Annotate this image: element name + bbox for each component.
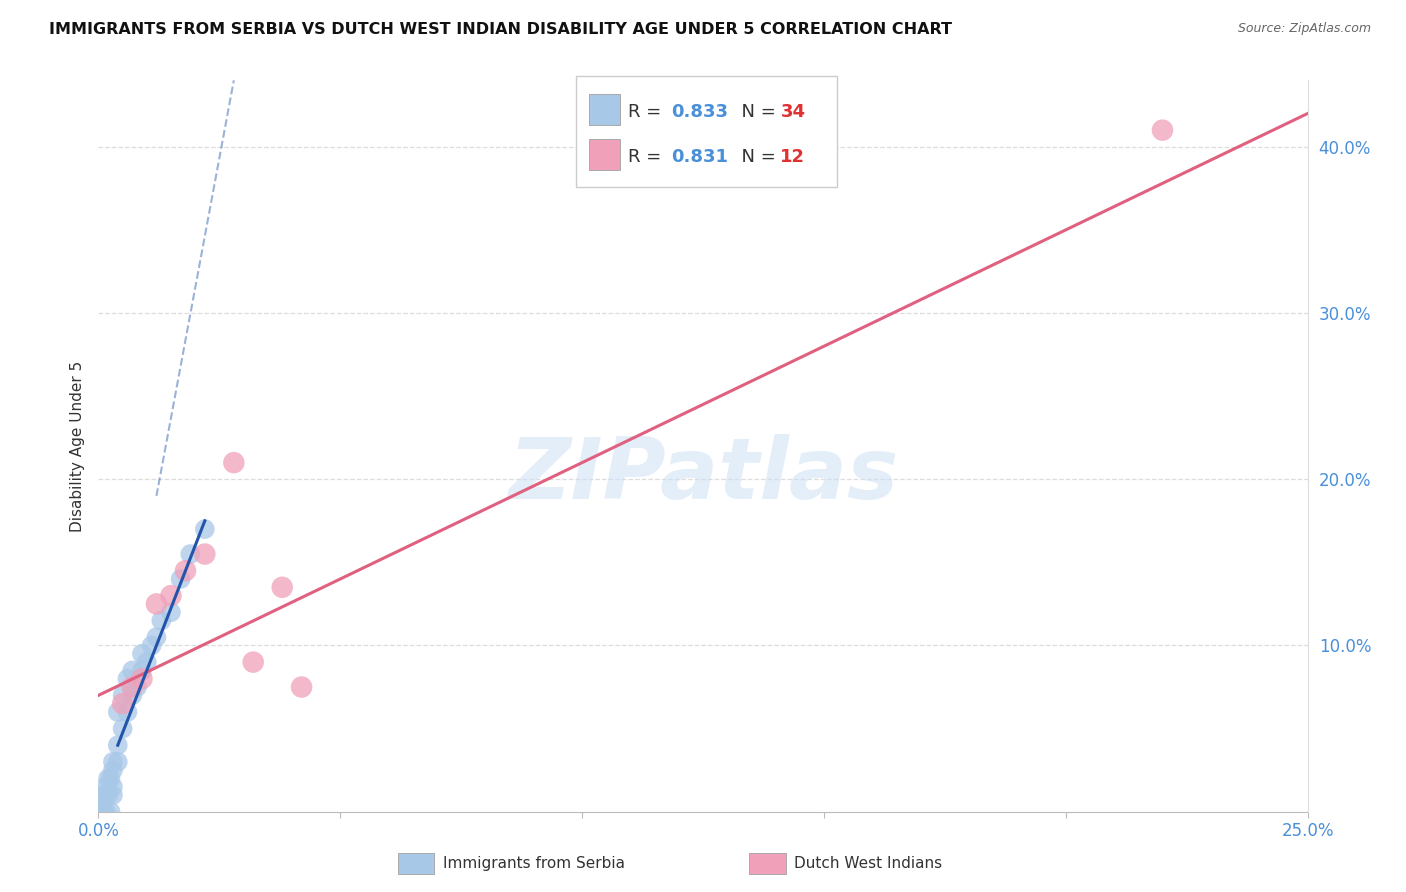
Point [101,780,124,794]
Point [271,580,294,594]
Point [107,705,129,719]
Point [135,655,157,669]
Point [101,755,124,769]
Point [169,572,191,586]
Point [97,772,120,786]
Point [150,614,173,628]
Text: Dutch West Indians: Dutch West Indians [794,856,942,871]
Text: Immigrants from Serbia: Immigrants from Serbia [443,856,624,871]
Point [194,547,217,561]
Point [111,722,134,736]
Text: Source: ZipAtlas.com: Source: ZipAtlas.com [1237,22,1371,36]
Point [145,597,167,611]
Point [94,805,117,819]
Point [91,797,114,811]
Text: ZIPatlas: ZIPatlas [508,434,898,516]
Point [101,788,124,802]
Point [174,564,197,578]
Point [111,689,134,703]
Point [222,456,245,470]
Point [131,647,153,661]
Point [100,805,122,819]
Text: R =: R = [628,148,668,166]
Point [160,605,183,619]
Point [194,522,217,536]
Y-axis label: Disability Age Under 5: Disability Age Under 5 [69,360,84,532]
Point [145,630,167,644]
Point [117,705,139,719]
Text: 0.833: 0.833 [671,103,728,121]
Point [141,639,163,653]
Point [107,738,129,752]
Point [97,788,120,802]
Point [91,788,114,802]
Text: R =: R = [628,103,668,121]
Text: IMMIGRANTS FROM SERBIA VS DUTCH WEST INDIAN DISABILITY AGE UNDER 5 CORRELATION C: IMMIGRANTS FROM SERBIA VS DUTCH WEST IND… [49,22,952,37]
Point [121,680,143,694]
Point [127,680,149,694]
Point [101,763,124,777]
Point [290,680,312,694]
Point [131,664,153,678]
Text: N =: N = [730,103,782,121]
Point [160,589,183,603]
Point [179,547,201,561]
Point [111,697,134,711]
Point [94,780,117,794]
Point [90,805,112,819]
Text: N =: N = [730,148,782,166]
Point [117,672,139,686]
Text: 12: 12 [780,148,806,166]
Text: 0.831: 0.831 [671,148,728,166]
Point [121,664,143,678]
Text: 34: 34 [780,103,806,121]
Point [242,655,264,669]
Point [1152,123,1174,137]
Point [107,755,129,769]
Point [131,672,153,686]
Point [121,689,143,703]
Point [100,772,122,786]
Point [91,805,114,819]
